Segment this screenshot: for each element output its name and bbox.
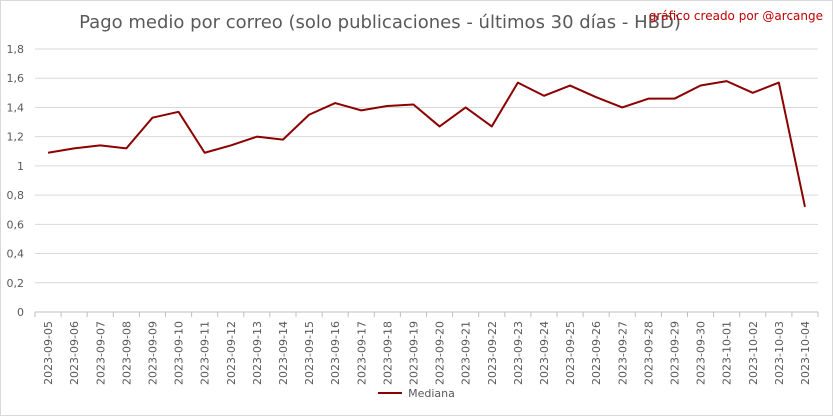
x-tick-label: 2023-09-11 [199,321,212,385]
x-tick-label: 2023-09-16 [329,321,342,385]
y-tick-label: 1 [17,160,24,173]
y-tick-label: 0 [17,306,24,319]
x-tick-label: 2023-09-08 [120,321,133,385]
x-tick-label: 2023-09-15 [303,321,316,385]
x-tick-label: 2023-09-20 [434,321,447,385]
y-tick-label: 0,2 [7,277,25,290]
y-tick-label: 1,4 [7,101,25,114]
legend: Mediana [0,387,833,400]
y-tick-label: 1,6 [7,72,25,85]
x-tick-label: 2023-09-25 [564,321,577,385]
x-tick-label: 2023-09-23 [512,321,525,385]
y-tick-label: 1,8 [7,43,25,56]
x-tick-label: 2023-09-07 [94,321,107,385]
x-tick-label: 2023-09-13 [251,321,264,385]
x-tick-label: 2023-09-26 [590,321,603,385]
x-tick-label: 2023-09-22 [486,321,499,385]
legend-swatch [378,392,403,394]
x-tick-label: 2023-09-05 [42,321,55,385]
x-tick-label: 2023-09-10 [173,321,186,385]
x-tick-label: 2023-09-28 [642,321,655,385]
x-tick-label: 2023-10-01 [721,321,734,385]
x-tick-label: 2023-09-12 [225,321,238,385]
y-tick-label: 0,6 [7,218,25,231]
y-tick-label: 0,8 [7,189,25,202]
x-tick-label: 2023-09-06 [68,321,81,385]
x-tick-label: 2023-09-09 [146,321,159,385]
x-tick-label: 2023-09-27 [616,321,629,385]
x-tick-label: 2023-09-14 [277,321,290,385]
x-tick-label: 2023-09-17 [355,321,368,385]
y-tick-label: 0,4 [7,248,25,261]
x-tick-label: 2023-09-21 [460,321,473,385]
x-tick-label: 2023-10-03 [773,321,786,385]
x-tick-label: 2023-10-04 [799,321,812,385]
x-tick-label: 2023-10-02 [747,321,760,385]
x-tick-label: 2023-09-19 [407,321,420,385]
x-tick-label: 2023-09-30 [695,321,708,385]
series-line-mediana [47,80,806,208]
chart-title: Pago medio por correo (solo publicacione… [79,12,681,33]
legend-label: Mediana [408,387,455,400]
x-tick-label: 2023-09-24 [538,321,551,385]
chart-credit: gráfico creado por @arcange [648,9,823,23]
y-tick-label: 1,2 [7,131,25,144]
x-tick-label: 2023-09-18 [381,321,394,385]
x-tick-label: 2023-09-29 [668,321,681,385]
